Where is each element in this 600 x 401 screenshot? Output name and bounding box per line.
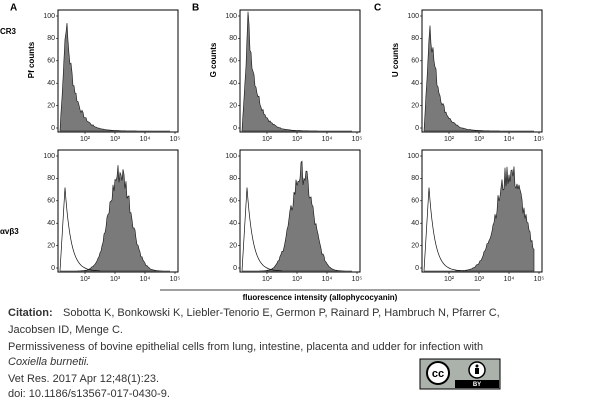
x-tick-label: 10² — [262, 276, 273, 283]
x-tick-label: 10³ — [292, 276, 303, 283]
cc-text: cc — [432, 368, 444, 380]
y-tick-label: 20 — [411, 102, 419, 109]
by-text: BY — [473, 382, 481, 388]
y-tick-label: 100 — [43, 13, 55, 20]
cc-badge: cc BY — [419, 358, 501, 390]
x-tick-label: 10⁴ — [504, 276, 515, 283]
histogram — [242, 160, 352, 272]
y-tick-label: 0 — [233, 265, 237, 272]
y-tick-label: 100 — [225, 13, 237, 20]
y-tick-label: 0 — [415, 125, 419, 132]
citation-authors: Sobotta K, Bonkowski K, Liebler-Tenorio … — [63, 307, 500, 319]
citation-authors: Jacobsen ID, Menge C. — [8, 324, 123, 336]
y-tick-label: 40 — [47, 220, 55, 227]
histogram — [423, 25, 534, 132]
x-tick-label: 10⁵ — [352, 136, 363, 143]
y-tick-label: 40 — [411, 220, 419, 227]
x-tick-label: 10⁵ — [170, 276, 181, 283]
panel-letter: C — [374, 3, 381, 14]
x-tick-label: 10³ — [474, 276, 485, 283]
x-tick-label: 10⁵ — [534, 136, 545, 143]
x-tick-label: 10³ — [292, 136, 303, 143]
y-tick-label: 20 — [47, 242, 55, 249]
y-tick-label: 40 — [411, 80, 419, 87]
y-tick-label: 0 — [51, 125, 55, 132]
y-axis-label: G counts — [209, 42, 218, 77]
y-tick-label: 60 — [411, 58, 419, 65]
histogram — [60, 165, 170, 272]
citation-doi: doi: 10.1186/s13567-017-0430-9. — [8, 388, 170, 400]
y-tick-label: 100 — [225, 153, 237, 160]
y-tick-label: 80 — [229, 35, 237, 42]
y-tick-label: 80 — [47, 35, 55, 42]
citation-journal: Vet Res. 2017 Apr 12;48(1):23. — [8, 373, 159, 385]
panel-letter: B — [192, 3, 199, 14]
x-tick-label: 10⁵ — [170, 136, 181, 143]
row-label: CR3 — [0, 27, 17, 36]
row-label: αvβ3 — [0, 227, 19, 236]
y-tick-label: 60 — [47, 58, 55, 65]
y-tick-label: 80 — [411, 35, 419, 42]
y-tick-label: 20 — [411, 242, 419, 249]
histogram — [424, 166, 535, 272]
x-tick-label: 10³ — [110, 136, 121, 143]
y-tick-label: 100 — [407, 153, 419, 160]
y-tick-label: 40 — [229, 220, 237, 227]
x-tick-label: 10⁵ — [534, 276, 545, 283]
x-tick-label: 10³ — [474, 136, 485, 143]
y-tick-label: 0 — [415, 265, 419, 272]
y-tick-label: 20 — [229, 102, 237, 109]
x-tick-label: 10⁴ — [322, 136, 333, 143]
y-tick-label: 80 — [411, 175, 419, 182]
x-tick-label: 10² — [444, 136, 455, 143]
y-tick-label: 100 — [43, 153, 55, 160]
y-axis-label: U counts — [391, 42, 400, 77]
citation-label: Citation: — [8, 307, 53, 319]
y-tick-label: 60 — [229, 198, 237, 205]
x-tick-label: 10⁴ — [322, 276, 333, 283]
citation-species: Coxiella burnetii. — [8, 356, 89, 368]
x-tick-label: 10² — [80, 276, 91, 283]
control-curve — [423, 187, 465, 272]
x-tick-label: 10³ — [110, 276, 121, 283]
x-tick-label: 10⁴ — [504, 136, 515, 143]
control-curve — [241, 187, 283, 272]
y-tick-label: 20 — [47, 102, 55, 109]
y-tick-label: 0 — [51, 265, 55, 272]
histogram — [241, 11, 352, 132]
y-tick-label: 60 — [411, 198, 419, 205]
histogram — [59, 22, 170, 132]
y-tick-label: 60 — [229, 58, 237, 65]
x-tick-label: 10² — [80, 136, 91, 143]
citation-title: Permissiveness of bovine epithelial cell… — [8, 341, 483, 353]
y-tick-label: 80 — [47, 175, 55, 182]
y-tick-label: 0 — [233, 125, 237, 132]
y-tick-label: 40 — [229, 80, 237, 87]
x-tick-label: 10² — [444, 276, 455, 283]
panel-letter: A — [10, 3, 17, 14]
x-axis-label: fluorescence intensity (allophycocyanin) — [243, 293, 398, 302]
x-tick-label: 10⁴ — [140, 136, 151, 143]
y-tick-label: 100 — [407, 13, 419, 20]
y-tick-label: 60 — [47, 198, 55, 205]
y-tick-label: 20 — [229, 242, 237, 249]
x-tick-label: 10² — [262, 136, 273, 143]
y-tick-label: 80 — [229, 175, 237, 182]
x-tick-label: 10⁵ — [352, 276, 363, 283]
control-curve — [59, 187, 101, 272]
x-tick-label: 10⁴ — [140, 276, 151, 283]
y-tick-label: 40 — [47, 80, 55, 87]
y-axis-label: Pf counts — [27, 41, 36, 78]
